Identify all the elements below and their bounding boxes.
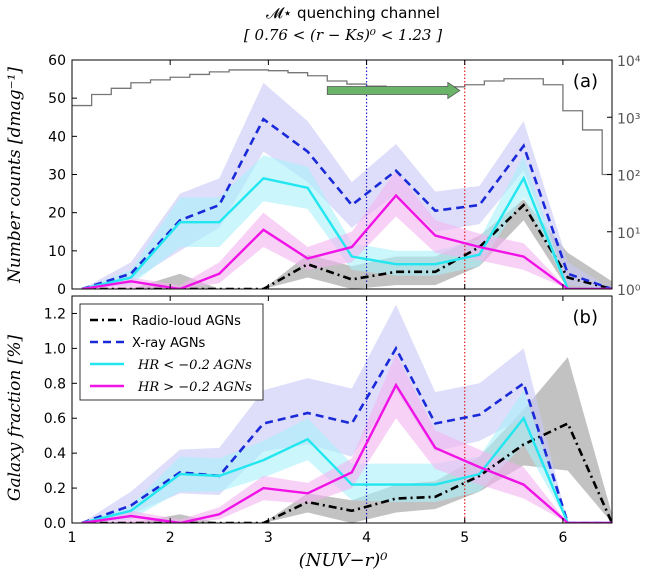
- panel-a-line-series-2: [81, 175, 612, 289]
- panel-b-band-series-3: [81, 353, 612, 523]
- legend-label-1: X-ray AGNs: [132, 336, 206, 351]
- panel-b-y-axis-label: Galaxy fraction [%]: [5, 335, 25, 502]
- panel-b-x-tick-label-3: 4: [362, 530, 371, 546]
- panel-b-legend: Radio-loud AGNs X-ray AGNs HR < −0.2 AGNs H…: [79, 303, 264, 401]
- panel-a-y-tick-label-4: 40: [48, 129, 66, 145]
- panel-a-right-tick-label-4: 10⁴: [617, 54, 641, 70]
- panel-a-band-series-1: [81, 82, 612, 289]
- panel-b-x-tick-label-2: 3: [264, 530, 273, 546]
- panel-b-label: (b): [573, 307, 598, 328]
- panel-a-right-tick-label-3: 10³: [617, 111, 640, 127]
- panel-b-y-tick-label-3: 0.6: [44, 411, 66, 427]
- panel-b-line-series-0: [81, 421, 612, 523]
- panel-b-y-tick-label-5: 1.0: [44, 341, 66, 357]
- legend-label-0: Radio-loud AGNs: [132, 314, 241, 329]
- panel-b: 1 2 3 4 5 6 0.0 0.2 0.4 0.6 0.8 1.0 1.2 (b) Radio-loud…: [44, 295, 613, 546]
- shift-arrow: [326, 81, 461, 100]
- panel-a-line-series-3: [81, 193, 612, 289]
- panel-a-label: (a): [573, 71, 598, 92]
- panel-a-line-series-0: [81, 202, 612, 289]
- figure-subtitle: [ 0.76 < (r − Ks)⁰ < 1.23 ]: [244, 26, 442, 44]
- panel-b-x-tick-label-5: 6: [558, 530, 567, 546]
- x-axis-label: (NUV−r)⁰: [299, 550, 388, 571]
- panel-b-line-series-1: [81, 345, 612, 523]
- panel-a-right-tick-label-1: 10¹: [617, 226, 640, 242]
- panel-a-plot-area: [72, 60, 612, 289]
- panel-b-x-tick-label-4: 5: [460, 530, 469, 546]
- panel-a-band-series-3: [81, 170, 612, 289]
- legend-label-2: HR < −0.2 AGNs: [137, 358, 252, 373]
- panel-a-right-tick-label-2: 10²: [617, 169, 640, 185]
- panel-b-x-tick-label-0: 1: [68, 530, 77, 546]
- histogram-line: [72, 69, 612, 228]
- panel-a-y-tick-label-0: 0: [57, 282, 66, 298]
- panel-b-band-series-2: [81, 390, 612, 523]
- legend-label-3: HR > −0.2 AGNs: [137, 380, 252, 395]
- panel-b-y-tick-label-1: 0.2: [44, 481, 66, 497]
- panel-a-y-tick-label-1: 10: [48, 244, 66, 260]
- panel-a-band-series-0: [81, 199, 612, 289]
- panel-a-y-tick-label-2: 20: [48, 206, 66, 222]
- panel-b-y-tick-label-4: 0.8: [44, 376, 66, 392]
- panel-a-y-tick-label-5: 50: [48, 91, 66, 107]
- panel-a-right-tick-label-0: 10⁰: [617, 283, 641, 299]
- panel-a-y-tick-label-3: 30: [48, 168, 66, 184]
- panel-a-y-axis-label: Number counts [dmag⁻¹]: [5, 67, 25, 284]
- panel-b-plot-area: [81, 296, 612, 523]
- panel-b-x-tick-label-1: 2: [166, 530, 175, 546]
- panel-b-line-series-2: [81, 415, 612, 523]
- panel-b-y-tick-label-6: 1.2: [44, 306, 66, 322]
- panel-a-line-series-1: [81, 117, 612, 289]
- panel-b-frame: [71, 295, 613, 524]
- figure-title: 𝓜⋆ quenching channel: [266, 4, 440, 22]
- panel-b-line-series-3: [81, 382, 612, 523]
- panel-b-y-tick-label-0: 0.0: [44, 516, 66, 532]
- panel-a-y-tick-label-6: 60: [48, 53, 66, 69]
- panel-a: 0 10 20 30 40 50 60 10⁰ 10¹ 10² 10³ 10⁴ (a): [48, 53, 641, 299]
- panel-b-y-tick-label-2: 0.4: [44, 446, 66, 462]
